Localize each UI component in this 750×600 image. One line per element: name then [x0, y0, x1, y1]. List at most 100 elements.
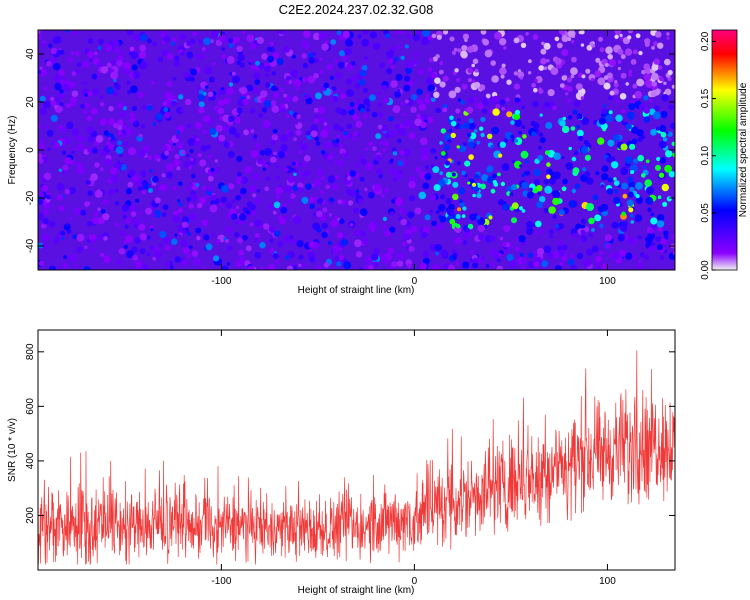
- spectral-cell: [80, 103, 85, 109]
- spectrogram-panel: -100 0 100 -40 -20 0 20 40 Height of straight l…: [7, 29, 676, 296]
- spectral-cell: [613, 180, 620, 186]
- spectral-cell: [344, 153, 350, 159]
- spectral-cell: [287, 176, 295, 184]
- spectral-cell: [334, 58, 339, 63]
- spectral-cell: [397, 45, 402, 49]
- spectral-cell: [527, 71, 532, 75]
- spectral-cell: [408, 245, 415, 252]
- spectral-cell: [173, 210, 179, 216]
- spectral-cell: [578, 135, 584, 141]
- spectral-cell: [161, 173, 166, 178]
- spectral-cell: [572, 109, 578, 115]
- spectral-cell: [576, 124, 581, 129]
- spectral-cell: [223, 237, 227, 241]
- spectral-cell: [259, 242, 266, 249]
- spectral-cell: [252, 43, 258, 48]
- spectral-cell: [412, 124, 417, 130]
- spectral-cell: [235, 221, 239, 225]
- spectral-cell: [131, 106, 137, 112]
- spectral-cell: [197, 93, 205, 101]
- spectral-cell: [210, 194, 217, 201]
- spectral-cell: [554, 36, 560, 42]
- spectral-cell: [557, 245, 563, 251]
- spectral-cell: [374, 154, 382, 162]
- spectral-cell: [461, 83, 468, 90]
- spectral-cell: [552, 105, 557, 111]
- spectral-cell: [270, 156, 277, 163]
- spectral-cell: [659, 157, 667, 164]
- spectral-cell: [329, 75, 335, 81]
- colorbar-tick-label: 0.00: [700, 260, 711, 280]
- spectral-cell: [120, 230, 126, 237]
- spectral-cell: [514, 119, 522, 128]
- spectral-cell: [373, 42, 381, 50]
- spectral-cell: [397, 138, 402, 144]
- spectral-cell: [472, 193, 476, 198]
- spectral-cell: [484, 49, 493, 58]
- spectral-cell: [580, 229, 586, 235]
- spectral-cell: [308, 196, 316, 204]
- spectral-cell: [260, 97, 266, 103]
- spectral-cell: [651, 224, 656, 230]
- spectral-cell: [211, 30, 219, 38]
- spectral-cell: [290, 193, 296, 199]
- spectral-cell: [238, 213, 247, 221]
- spectral-cell: [65, 30, 70, 33]
- spectral-cell: [94, 162, 100, 168]
- spectral-cell: [359, 230, 366, 237]
- spectral-cell: [272, 91, 280, 99]
- spectral-cell: [607, 54, 613, 60]
- spectral-cell: [379, 140, 385, 145]
- spectral-cell: [456, 145, 460, 149]
- spectral-cell: [499, 38, 507, 46]
- spectral-cell: [344, 48, 352, 56]
- spectral-cell: [422, 250, 430, 258]
- spectral-cell: [206, 144, 211, 150]
- spectral-cell: [246, 265, 255, 270]
- spectral-cell: [208, 97, 212, 101]
- spectral-cell: [186, 123, 192, 129]
- spectral-cell: [473, 96, 478, 101]
- spectral-cell: [249, 58, 254, 63]
- spectral-cell: [262, 167, 266, 171]
- spectral-cell: [220, 196, 228, 203]
- spectral-cell: [581, 117, 590, 126]
- spectral-cell: [350, 61, 356, 66]
- spectral-cell: [110, 175, 118, 183]
- spectral-cell: [470, 249, 475, 255]
- spectral-cell: [519, 76, 524, 80]
- spectral-cell: [91, 217, 99, 225]
- spectral-cell: [199, 159, 207, 167]
- spectral-cell: [528, 252, 534, 258]
- spectral-cell: [323, 82, 330, 89]
- spectral-cell: [545, 122, 553, 129]
- spectral-cell: [284, 167, 289, 172]
- spectral-cell: [440, 151, 446, 156]
- spectral-cell: [365, 255, 373, 264]
- spectral-cell: [250, 129, 255, 134]
- spectral-cell: [576, 252, 584, 260]
- spectral-cell: [43, 172, 52, 180]
- spectral-cell: [236, 60, 241, 66]
- spectral-cell: [74, 69, 80, 74]
- spectral-cell: [202, 115, 211, 123]
- spectral-cell: [165, 172, 173, 179]
- spectral-cell: [474, 68, 479, 73]
- spectral-cell: [277, 150, 286, 159]
- spectral-cell: [124, 224, 129, 229]
- spectral-cell: [38, 212, 44, 221]
- snr-ylabel: SNR (10 * v/v): [7, 418, 18, 482]
- spectral-cell: [365, 107, 370, 112]
- spectral-cell: [466, 132, 472, 138]
- spectral-cell: [414, 52, 419, 57]
- spectral-cell: [84, 201, 90, 207]
- spectral-cell: [82, 109, 88, 115]
- spectral-cell: [254, 79, 261, 85]
- spectral-cell: [355, 120, 363, 128]
- spectral-cell: [174, 256, 182, 263]
- spectral-cell: [547, 89, 555, 97]
- spectral-cell: [294, 163, 299, 167]
- spectral-cell: [180, 33, 187, 41]
- spectral-cell: [71, 128, 79, 136]
- spectral-cell: [557, 240, 564, 246]
